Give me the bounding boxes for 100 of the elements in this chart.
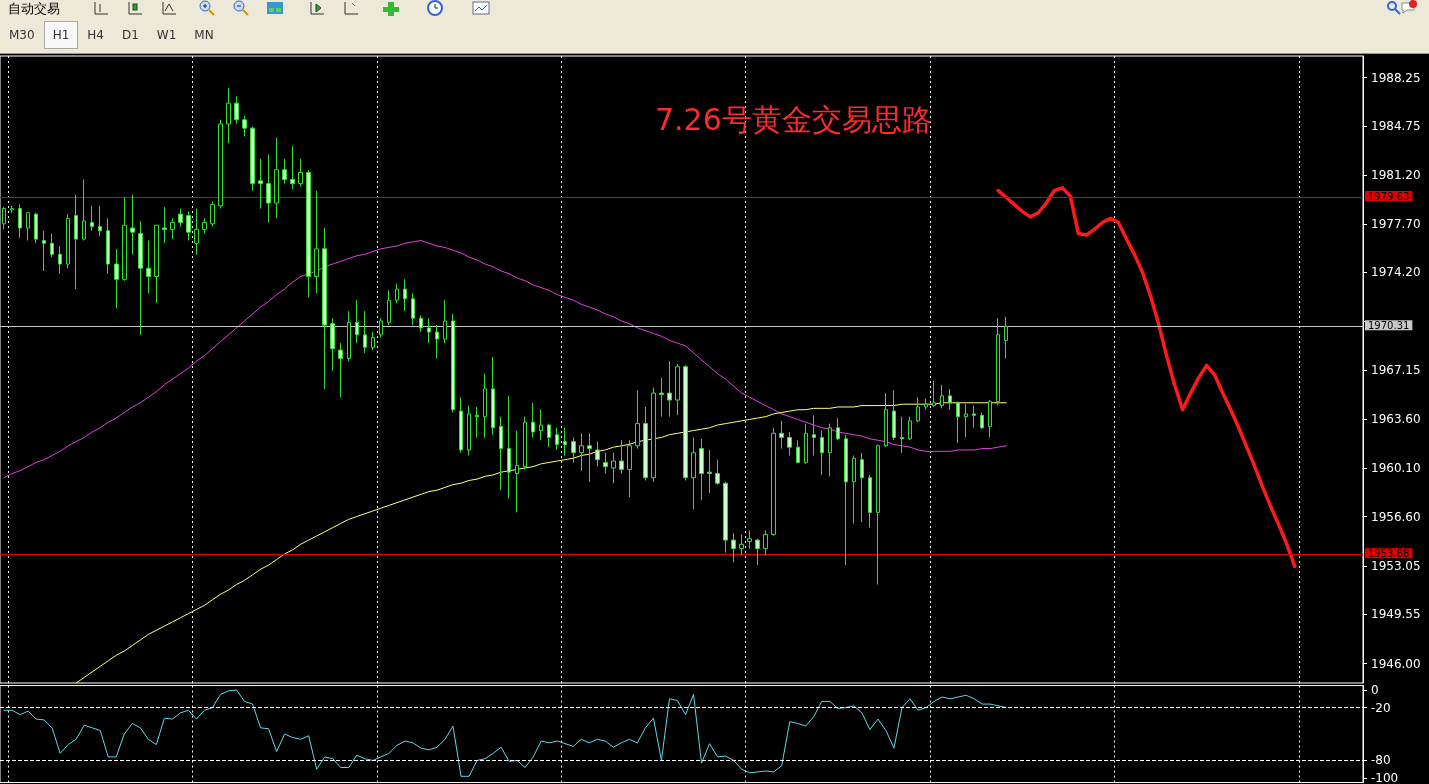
y-tick-label: -80	[1371, 753, 1391, 768]
ref-line-label: 1979.63	[1368, 190, 1410, 202]
candlestick	[106, 217, 110, 275]
candlestick	[427, 317, 431, 344]
candlestick	[499, 416, 503, 491]
candlestick	[980, 412, 984, 430]
candlestick	[371, 331, 375, 351]
text: 自动交易	[8, 0, 60, 18]
candlestick	[523, 416, 527, 470]
candlestick	[90, 205, 94, 232]
y-tick-label: 1949.55	[1371, 607, 1421, 622]
candlestick	[210, 201, 215, 228]
candlestick	[595, 441, 600, 468]
candlestick	[868, 474, 872, 529]
candlestick	[972, 405, 976, 429]
candlestick	[355, 299, 359, 344]
candlestick	[771, 427, 776, 537]
text: D1	[120, 27, 140, 44]
candlestick	[683, 364, 688, 481]
candlestick	[475, 406, 479, 438]
candlestick	[715, 459, 720, 486]
candlestick	[459, 396, 463, 454]
candlestick	[266, 153, 271, 223]
y-tick-label: -100	[1371, 771, 1399, 784]
candlestick	[707, 449, 712, 494]
candlestick	[411, 292, 415, 326]
candlestick	[563, 427, 567, 456]
candlestick	[635, 389, 640, 450]
candlestick	[812, 414, 816, 456]
candlestick	[611, 452, 616, 484]
candlestick	[218, 119, 223, 210]
y-tick-label: 1946.00	[1371, 656, 1421, 671]
candlestick	[306, 169, 311, 298]
candlestick	[619, 439, 624, 475]
candlestick	[194, 208, 199, 255]
candlestick	[282, 158, 287, 185]
candlestick	[948, 388, 952, 411]
candlestick	[723, 481, 728, 554]
candlestick	[956, 400, 960, 444]
candlestick	[10, 205, 14, 214]
candlestick	[162, 206, 167, 244]
y-tick-label: -20	[1371, 700, 1391, 715]
candlestick	[996, 317, 1000, 407]
candlestick	[34, 212, 38, 244]
candlestick	[852, 455, 856, 524]
text: W1	[155, 27, 178, 44]
candlestick	[491, 356, 495, 436]
candlestick	[908, 416, 912, 441]
candlestick	[298, 158, 303, 187]
candlestick	[314, 190, 319, 294]
candlestick	[763, 529, 768, 556]
candlestick	[667, 360, 672, 418]
ref-line-label: 1953.88	[1368, 547, 1410, 559]
candlestick	[699, 438, 704, 501]
line-series	[3, 689, 1007, 777]
candlestick	[58, 245, 62, 275]
candlestick	[964, 403, 968, 438]
candlestick	[98, 205, 102, 237]
candlestick	[836, 417, 840, 441]
candlestick	[555, 427, 559, 451]
candlestick	[26, 212, 30, 241]
candlestick	[643, 406, 648, 481]
y-tick-label: 1984.75	[1371, 119, 1421, 134]
candlestick	[74, 194, 78, 290]
line-series	[75, 402, 1007, 684]
candlestick	[379, 317, 383, 339]
candlestick	[571, 436, 576, 463]
candlestick	[154, 224, 159, 304]
y-tick-label: 0	[1371, 682, 1379, 697]
candlestick	[443, 299, 447, 344]
candlestick	[274, 137, 279, 219]
candlestick	[114, 248, 119, 309]
candlestick	[787, 431, 792, 456]
candlestick	[338, 342, 343, 398]
candlestick	[226, 87, 231, 144]
text: H4	[86, 27, 105, 44]
candlestick	[739, 534, 744, 556]
candlestick	[876, 443, 880, 586]
candlestick	[747, 529, 752, 549]
candlestick	[531, 402, 535, 438]
candlestick	[258, 158, 263, 210]
candlestick	[186, 210, 191, 241]
candlestick	[547, 423, 551, 448]
candlestick	[820, 430, 824, 476]
candlestick	[779, 420, 784, 450]
candlestick	[138, 220, 143, 336]
candlestick	[940, 384, 944, 409]
candlestick	[1004, 316, 1008, 359]
candlestick	[916, 396, 920, 423]
candlestick	[18, 203, 22, 239]
y-tick-label: 1988.25	[1371, 70, 1421, 85]
candlestick	[451, 313, 455, 413]
line-series	[996, 186, 1297, 569]
candlestick	[234, 95, 239, 125]
candlestick	[691, 436, 696, 511]
candlestick	[403, 278, 407, 312]
candlestick	[395, 283, 399, 304]
candlestick	[82, 178, 86, 241]
candlestick	[330, 317, 335, 372]
candlestick	[467, 405, 471, 456]
